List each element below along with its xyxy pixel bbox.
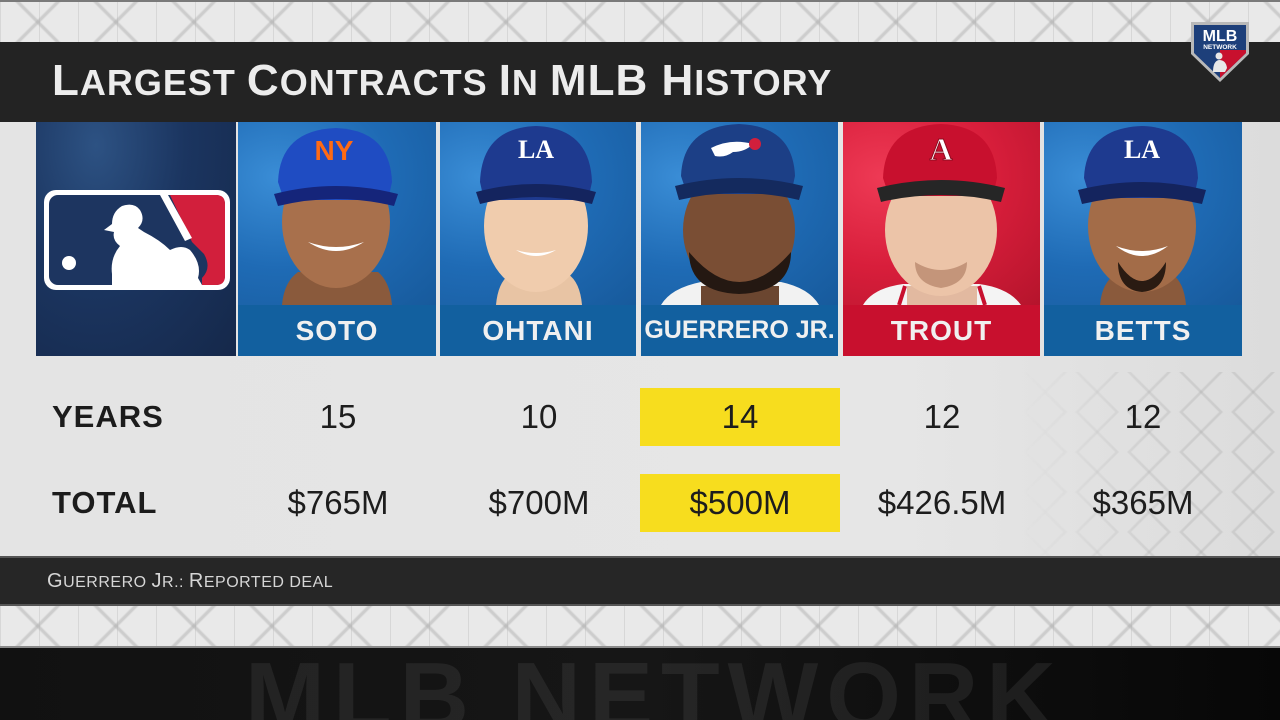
footnote-part: G [47,570,64,592]
title-part: I [498,56,512,105]
svg-text:NY: NY [315,135,354,166]
player-photo: A [843,122,1040,305]
mlb-network-watermark: MLB NETWORK [245,648,1064,720]
decorative-pattern-bottom [0,606,1280,648]
title-bar: LARGEST CONTRACTS IN MLB HISTORY [0,42,1280,122]
footnote-part: R.: [162,574,189,591]
decorative-pattern [1020,372,1280,556]
player-card-betts: LA BETTS [1044,122,1242,356]
years-value-ohtani: 10 [520,398,558,435]
footnote-part: EPORTED DEAL [203,574,334,591]
player-card-ohtani: LA OHTANI [440,122,636,356]
total-row-label: TOTAL [52,485,158,520]
bottom-background: MLB NETWORK [0,648,1280,720]
mlb-logo-icon [44,190,230,290]
title-part: H [661,56,695,105]
total-value-guerrero-jr: $500M [640,474,840,532]
footnote-bar: GUERRERO JR.: REPORTED DEAL [0,556,1280,606]
years-row-label: YEARS [52,399,164,434]
title-part: ISTORY [694,62,833,103]
years-value-soto: 15 [319,398,357,435]
footnote-part: UERRERO [63,574,152,591]
player-name: TROUT [843,305,1040,356]
mlb-logo-card [36,122,236,356]
svg-text:NETWORK: NETWORK [1203,44,1237,51]
player-card-trout: A TROUT [843,122,1040,356]
title-part: C [246,56,280,105]
mlb-network-logo-icon: MLB NETWORK [1189,20,1251,84]
player-name: SOTO [238,305,436,356]
title-part: L [52,56,80,105]
player-card-soto: NY SOTO [238,122,436,356]
player-photo: NY [238,122,436,305]
title-part: ONTRACTS [279,62,499,103]
footnote-part: R [188,570,204,592]
total-value-ohtani: $700M [488,484,590,521]
player-photo: LA [1044,122,1242,305]
title-part: MLB [549,56,662,105]
decorative-pattern-top [0,0,1280,42]
page-title: LARGEST CONTRACTS IN MLB HISTORY [52,56,832,106]
player-photo: LA [440,122,636,305]
player-name: BETTS [1044,305,1242,356]
player-card-guerrero-jr: GUERRERO JR. [641,122,838,356]
title-part: N [511,62,550,103]
footnote-part: J [151,570,163,592]
svg-text:MLB: MLB [1203,28,1238,45]
footnote-text: GUERRERO JR.: REPORTED DEAL [47,570,333,593]
years-value-trout: 12 [923,398,961,435]
player-photo [641,122,838,305]
years-value-betts: 12 [1124,398,1162,435]
years-value-guerrero-jr: 14 [640,388,840,446]
contracts-panel: NY SOTO LA OHTANI [0,122,1280,556]
title-part: ARGEST [79,62,247,103]
svg-text:LA: LA [518,135,554,164]
player-name: OHTANI [440,305,636,356]
svg-text:A: A [929,131,952,167]
total-value-betts: $365M [1092,484,1194,521]
total-value-soto: $765M [287,484,389,521]
svg-text:LA: LA [1124,135,1160,164]
total-value-trout: $426.5M [877,484,1007,521]
player-name: GUERRERO JR. [641,305,838,356]
